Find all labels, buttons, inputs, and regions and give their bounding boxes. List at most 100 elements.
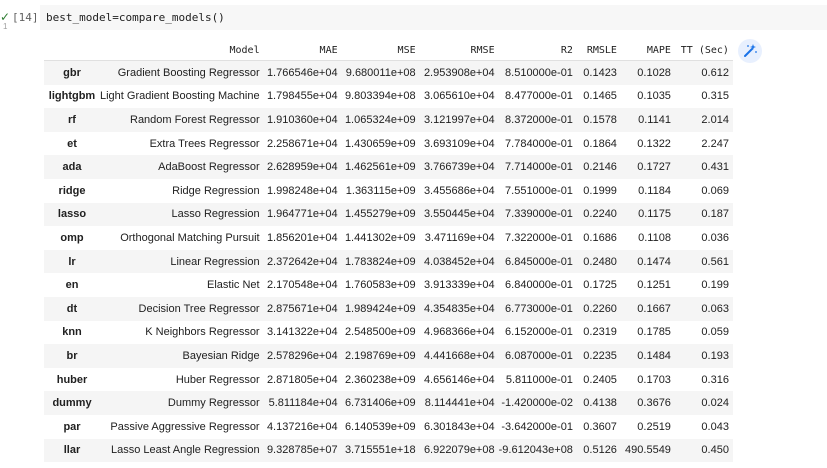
table-cell: 0.3607 — [583, 420, 617, 433]
table-cell: 0.1703 — [637, 373, 671, 386]
table-cell: 6.731406e+09 — [341, 391, 420, 415]
table-row: omp Orthogonal Matching Pursuit 1.856201e+… — [44, 226, 733, 250]
table-cell: 7.784000e-01 — [505, 137, 573, 150]
table-cell: Random Forest Regressor — [100, 108, 264, 132]
table-cell: 1.856201e+04 — [266, 231, 338, 244]
table-cell: 6.087000e-01 — [498, 344, 577, 368]
column-header: RMSLE — [576, 41, 621, 61]
table-cell: Lasso Regression — [100, 202, 264, 227]
table-cell: 7.551000e-01 — [505, 184, 573, 197]
table-cell: 3.913339e+04 — [423, 279, 495, 292]
column-header: RMSE — [419, 41, 499, 61]
table-cell: 0.2319 — [583, 326, 617, 339]
code-cell[interactable]: [14] best_model=compare_models() — [12, 5, 827, 30]
table-cell: 7.714000e-01 — [498, 155, 577, 179]
table-cell: AdaBoost Regressor — [100, 155, 264, 179]
table-cell: 4.038452e+04 — [419, 249, 499, 274]
row-index: llar — [44, 438, 100, 463]
table-cell: Extra Trees Regressor — [149, 137, 260, 150]
table-cell: 1.964771e+04 — [263, 202, 342, 227]
table-row: par Passive Aggressive Regressor 4.137216e… — [44, 415, 733, 439]
table-cell: 5.811000e-01 — [505, 373, 573, 386]
table-cell: 2.875671e+04 — [263, 296, 342, 321]
table-cell: 1.910360e+04 — [263, 108, 342, 132]
table-cell: 6.845000e-01 — [498, 249, 577, 274]
table-cell: 1.441302e+09 — [344, 231, 416, 244]
table-cell: 4.354835e+04 — [419, 296, 499, 321]
cell-gutter: ✓ 1 — [0, 0, 40, 40]
row-index: lr — [44, 249, 100, 274]
table-cell: Dummy Regressor — [100, 391, 264, 415]
table-cell: 0.431 — [674, 155, 733, 179]
row-index: ada — [44, 155, 100, 179]
table-cell: 1.798455e+04 — [266, 90, 338, 103]
table-cell: 9.680011e+08 — [341, 60, 420, 85]
row-index: en — [65, 279, 79, 292]
table-cell: 1.430659e+09 — [344, 137, 416, 150]
column-header: MAE — [263, 41, 342, 61]
table-cell: 0.315 — [701, 90, 729, 103]
table-cell: 2.198769e+09 — [341, 344, 420, 368]
row-index: par — [63, 420, 81, 433]
table-cell: 2.258671e+04 — [266, 137, 338, 150]
table-cell: 8.510000e-01 — [498, 60, 577, 85]
table-row: ada AdaBoost Regressor 2.628959e+04 1.46256… — [44, 155, 733, 179]
table-cell: Decision Tree Regressor — [100, 296, 264, 321]
table-cell: 6.922079e+08 — [419, 438, 499, 463]
table-cell: 3.550445e+04 — [419, 202, 499, 227]
table-cell: 0.1322 — [637, 137, 671, 150]
table-cell: Lasso Least Angle Regression — [100, 438, 264, 463]
magic-wand-button[interactable] — [738, 39, 762, 63]
table-cell: 2.871805e+04 — [266, 373, 338, 386]
table-cell: 4.137216e+04 — [266, 420, 338, 433]
table-row: lightgbm Light Gradient Boosting Machine 1… — [44, 85, 733, 109]
table-cell: 9.328785e+07 — [263, 438, 342, 463]
table-cell: 1.783824e+09 — [341, 249, 420, 274]
row-index: gbr — [44, 60, 100, 85]
check-icon[interactable]: ✓ — [0, 10, 11, 24]
table-cell: 0.1727 — [620, 155, 675, 179]
table-cell: 2.014 — [674, 108, 733, 132]
column-header: MSE — [341, 41, 420, 61]
row-index: et — [67, 137, 77, 150]
magic-wand-icon — [744, 44, 757, 57]
table-cell: 0.024 — [674, 391, 733, 415]
table-cell: 0.069 — [701, 184, 729, 197]
table-cell: 3.121997e+04 — [419, 108, 499, 132]
table-cell: 0.036 — [701, 231, 729, 244]
column-header: MAPE — [620, 41, 675, 61]
table-cell: 2.628959e+04 — [263, 155, 342, 179]
table-cell: Light Gradient Boosting Machine — [100, 90, 260, 103]
table-cell: -1.420000e-02 — [498, 391, 577, 415]
table-row: lr Linear Regression 2.372642e+04 1.783824e… — [44, 249, 733, 274]
table-cell: Gradient Boosting Regressor — [100, 60, 264, 85]
table-cell: 8.372000e-01 — [498, 108, 577, 132]
table-cell: 6.840000e-01 — [505, 279, 573, 292]
row-index: ridge — [58, 184, 86, 197]
table-cell: Bayesian Ridge — [100, 344, 264, 368]
row-index: dummy — [44, 391, 100, 415]
results-table: Model MAE MSE RMSE R2 RMSLE MAPE TT (Sec) gbr Gr… — [44, 41, 733, 463]
table-cell: 3.141322e+04 — [266, 326, 338, 339]
table-cell: 0.1474 — [620, 249, 675, 274]
table-cell: 1.455279e+09 — [341, 202, 420, 227]
table-cell: 0.059 — [701, 326, 729, 339]
table-cell: 0.450 — [674, 438, 733, 463]
table-cell: 0.2519 — [637, 420, 671, 433]
code-text[interactable]: best_model=compare_models() — [46, 11, 225, 24]
table-cell: Linear Regression — [100, 249, 264, 274]
table-cell: 0.5126 — [576, 438, 621, 463]
table-cell: 8.114441e+04 — [419, 391, 499, 415]
table-cell: 1.998248e+04 — [266, 184, 338, 197]
table-cell: 0.187 — [674, 202, 733, 227]
table-cell: 0.2240 — [576, 202, 621, 227]
table-cell: 6.140539e+09 — [344, 420, 416, 433]
table-cell: 2.953908e+04 — [419, 60, 499, 85]
table-cell: 3.715551e+18 — [341, 438, 420, 463]
table-cell: 2.247 — [701, 137, 729, 150]
table-cell: 0.1035 — [637, 90, 671, 103]
table-row: dt Decision Tree Regressor 2.875671e+04 1.9… — [44, 296, 733, 321]
table-cell: 2.548500e+09 — [344, 326, 416, 339]
table-cell: 7.339000e-01 — [498, 202, 577, 227]
table-row: ridge Ridge Regression 1.998248e+04 1.36311… — [44, 179, 733, 203]
